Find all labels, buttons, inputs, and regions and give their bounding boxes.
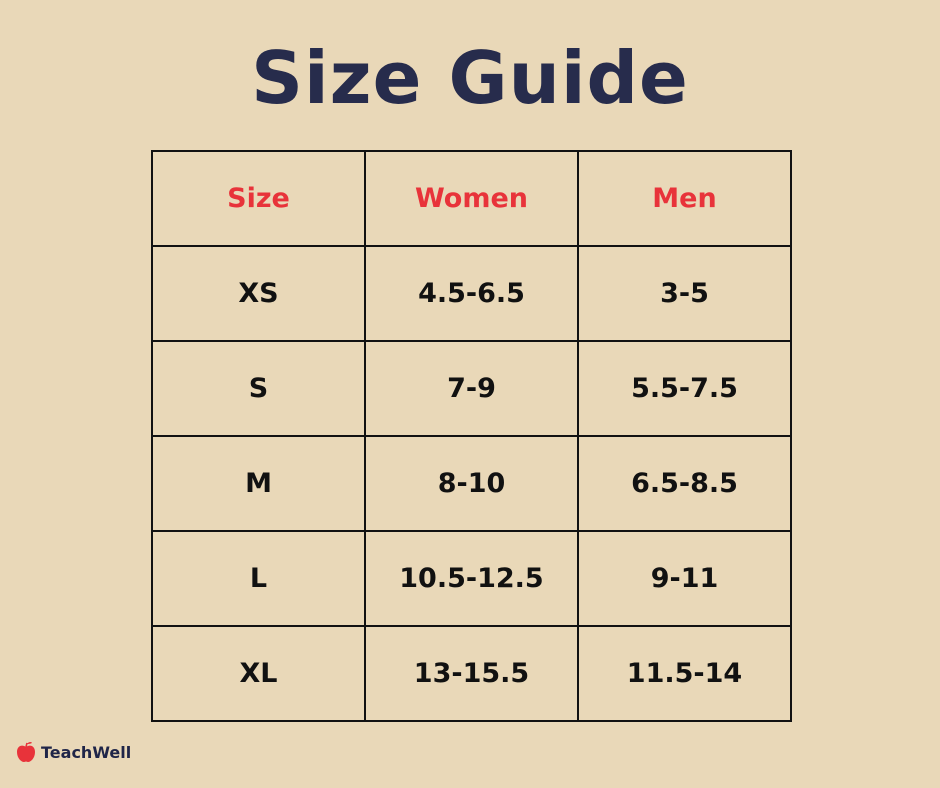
table-row: L 10.5-12.5 9-11 bbox=[151, 530, 792, 627]
logo-text: TeachWell bbox=[41, 742, 132, 762]
table-row: XS 4.5-6.5 3-5 bbox=[151, 245, 792, 342]
header-size: Size bbox=[151, 150, 366, 247]
cell-men: 5.5-7.5 bbox=[577, 340, 792, 437]
cell-women: 13-15.5 bbox=[364, 625, 579, 722]
page-title: Size Guide bbox=[251, 36, 689, 120]
cell-women: 7-9 bbox=[364, 340, 579, 437]
table-header-row: Size Women Men bbox=[151, 150, 792, 247]
apple-icon bbox=[17, 742, 35, 762]
cell-men: 9-11 bbox=[577, 530, 792, 627]
cell-women: 10.5-12.5 bbox=[364, 530, 579, 627]
cell-size: M bbox=[151, 435, 366, 532]
cell-women: 8-10 bbox=[364, 435, 579, 532]
table-row: M 8-10 6.5-8.5 bbox=[151, 435, 792, 532]
table-row: XL 13-15.5 11.5-14 bbox=[151, 625, 792, 722]
cell-men: 11.5-14 bbox=[577, 625, 792, 722]
header-women: Women bbox=[364, 150, 579, 247]
cell-men: 6.5-8.5 bbox=[577, 435, 792, 532]
cell-size: L bbox=[151, 530, 366, 627]
cell-size: XS bbox=[151, 245, 366, 342]
teachwell-logo: TeachWell bbox=[16, 741, 131, 763]
cell-women: 4.5-6.5 bbox=[364, 245, 579, 342]
size-table: Size Women Men XS 4.5-6.5 3-5 S 7-9 5.5-7.5 … bbox=[151, 150, 792, 722]
cell-size: S bbox=[151, 340, 366, 437]
header-men: Men bbox=[577, 150, 792, 247]
cell-size: XL bbox=[151, 625, 366, 722]
cell-men: 3-5 bbox=[577, 245, 792, 342]
table-row: S 7-9 5.5-7.5 bbox=[151, 340, 792, 437]
